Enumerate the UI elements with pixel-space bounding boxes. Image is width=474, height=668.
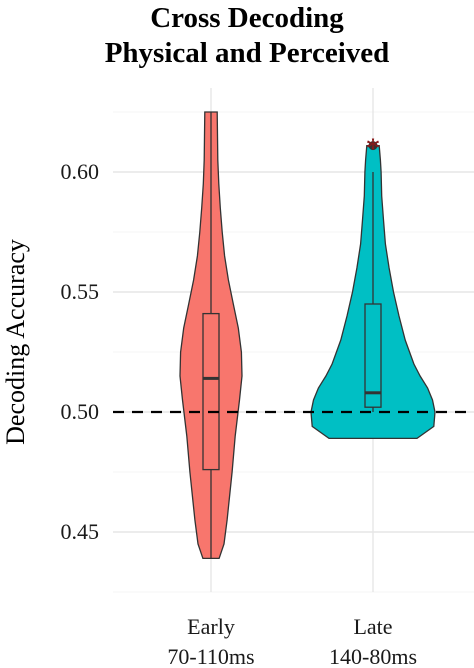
boxplot-layer: * xyxy=(202,112,382,559)
iqr-box xyxy=(202,312,220,471)
y-axis-label: Decoding Accuracy xyxy=(1,239,30,445)
chart-title-line-2: Physical and Perceived xyxy=(105,37,390,69)
violin-early xyxy=(179,111,243,560)
violin-layer xyxy=(179,111,436,560)
grid-lines xyxy=(113,88,474,593)
significance-marker: * xyxy=(366,132,381,165)
x-tick-label: Late xyxy=(353,614,392,639)
y-axis-ticks: 0.45 0.50 0.55 0.60 xyxy=(61,159,100,544)
y-tick-label: 0.55 xyxy=(61,279,100,304)
y-tick-label: 0.45 xyxy=(61,519,100,544)
y-tick-label: 0.60 xyxy=(61,159,100,184)
x-tick-label: Early xyxy=(187,614,235,639)
y-tick-label: 0.50 xyxy=(61,399,100,424)
iqr-box xyxy=(364,303,382,408)
x-axis-ticks: Early 70-110ms Late 140-80ms xyxy=(167,614,417,668)
x-tick-label: 140-80ms xyxy=(329,644,417,668)
x-tick-label: 70-110ms xyxy=(167,644,254,668)
outlier-point xyxy=(368,141,378,151)
chart-title-line-1: Cross Decoding xyxy=(150,2,344,34)
